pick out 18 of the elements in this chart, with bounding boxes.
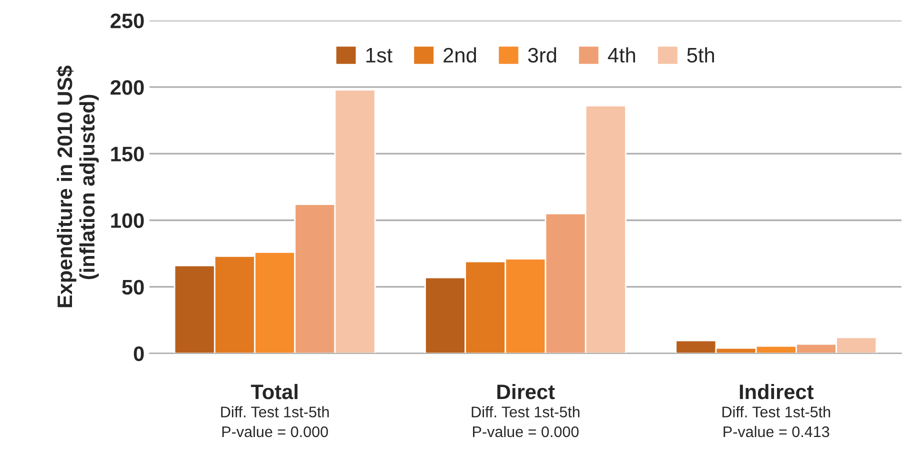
legend-label: 5th (687, 47, 714, 63)
text: Diff. Test 1st-5th P-value = 0.000 (472, 406, 580, 438)
x-tick-label: Indirect (740, 384, 814, 400)
y-tick-label: 0 (134, 346, 144, 362)
legend-label: 2nd (444, 47, 476, 63)
x-tick-label: Direct (497, 384, 555, 400)
y-tick-label: 150 (111, 146, 144, 162)
legend-label: 1st (366, 48, 392, 63)
y-tick-label: 200 (110, 80, 144, 95)
y-tick-label: 100 (111, 213, 144, 228)
y-tick-label: 50 (122, 280, 144, 295)
x-tick-label: Total (250, 384, 298, 400)
legend-label: 3rd (528, 47, 556, 63)
text: Diff. Test 1st-5th P-value = 0.413 (722, 406, 830, 438)
y-axis-title: Expenditure in 2010 US$ (inflation adjusted) (56, 66, 99, 308)
y-tick-label: 250 (110, 14, 144, 28)
text: Diff. Test 1st-5th P-value = 0.000 (221, 406, 329, 438)
legend-label: 4th (608, 47, 636, 63)
